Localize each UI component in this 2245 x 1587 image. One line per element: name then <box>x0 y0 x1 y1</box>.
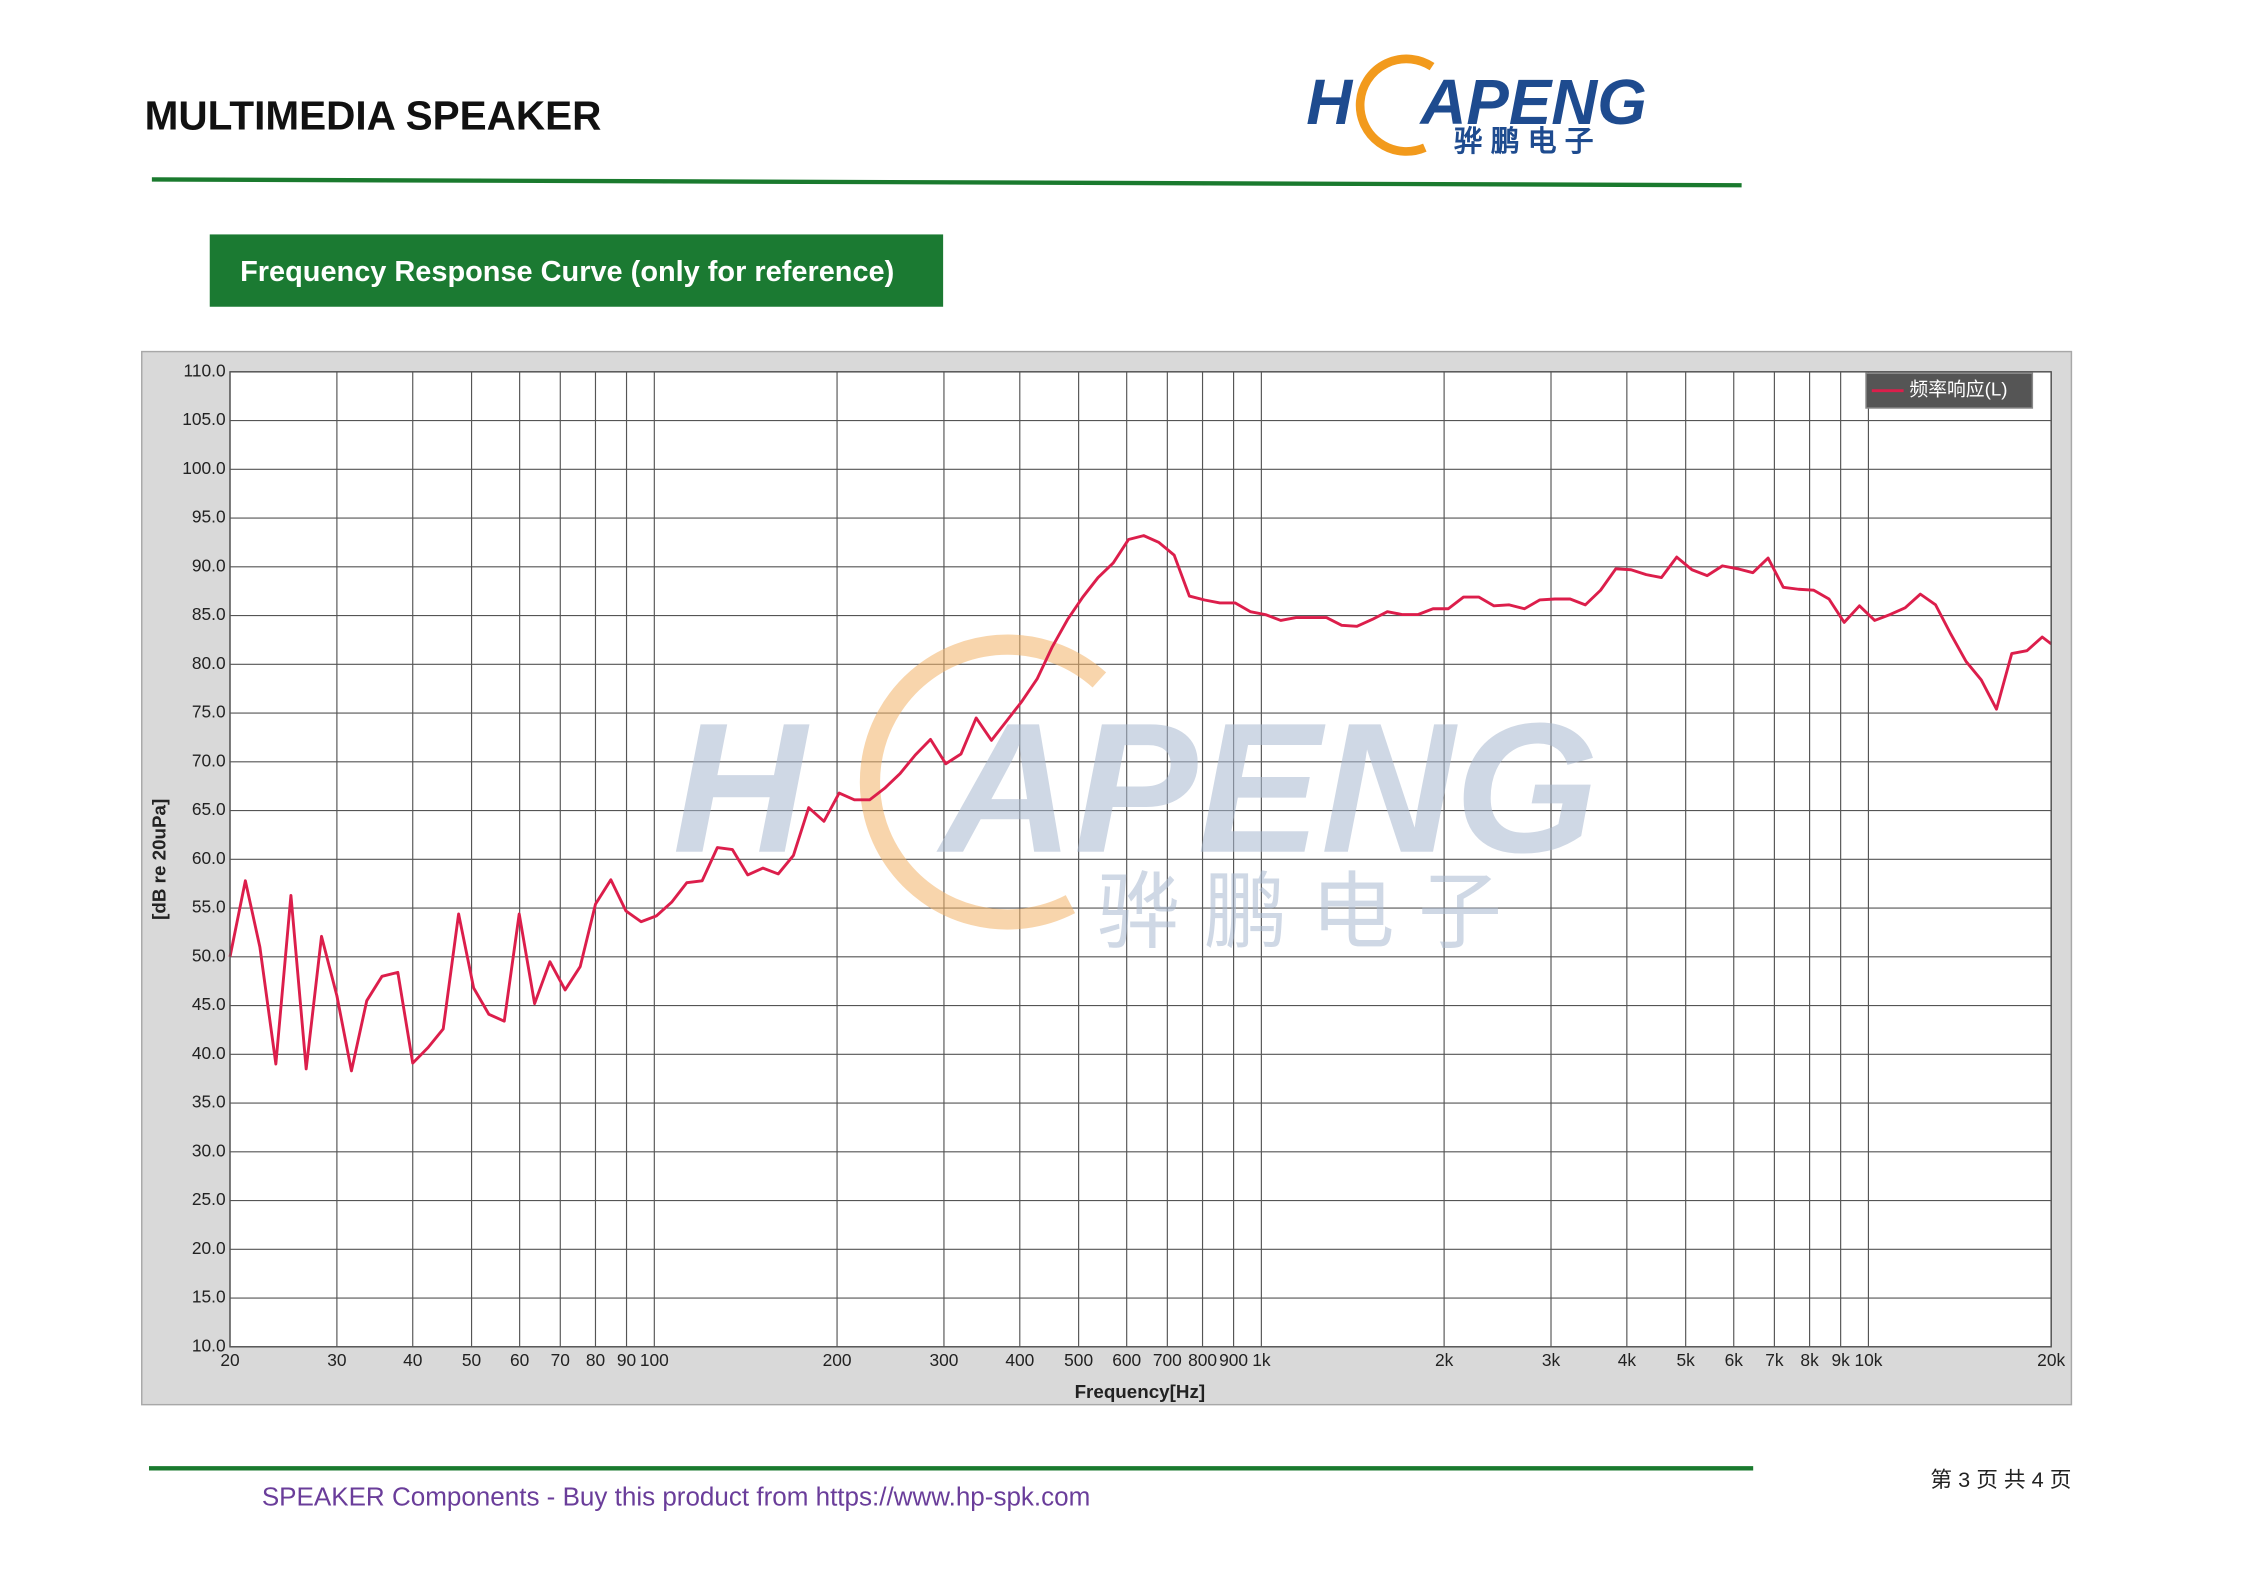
watermark-letters: APENG <box>936 685 1598 892</box>
logo-arc <box>1355 54 1435 156</box>
x-tick-label: 4k <box>1618 1350 1637 1370</box>
x-tick-label: 2k <box>1435 1350 1454 1370</box>
x-tick-label: 10k <box>1854 1350 1882 1370</box>
logo-letters: APENG <box>1418 67 1646 138</box>
header-rule <box>151 177 1742 188</box>
x-tick-label: 3k <box>1542 1350 1561 1370</box>
y-tick-label: 70.0 <box>192 750 226 770</box>
x-tick-label: 30 <box>327 1350 346 1370</box>
x-tick-label: 7k <box>1765 1350 1784 1370</box>
x-tick-label: 50 <box>462 1350 481 1370</box>
x-tick-label: 5k <box>1677 1350 1696 1370</box>
y-tick-label: 40.0 <box>192 1043 226 1063</box>
page-number: 第 3 页 共 4 页 <box>1930 1467 2071 1492</box>
x-tick-label: 9k <box>1831 1350 1850 1370</box>
logo-letter: H <box>1306 67 1354 138</box>
y-tick-label: 35.0 <box>192 1092 226 1112</box>
x-tick-label: 60 <box>510 1350 529 1370</box>
watermark-chinese: 骅 鹏 电 子 <box>1096 865 1501 959</box>
x-tick-label: 70 <box>551 1350 570 1370</box>
y-tick-label: 45.0 <box>192 994 226 1014</box>
x-tick-label: 700 <box>1153 1350 1182 1370</box>
x-tick-label: 6k <box>1725 1350 1744 1370</box>
logo: H APENG 骅 鹏 电 子 <box>1306 54 1647 158</box>
grid <box>229 371 2052 1348</box>
x-tick-label: 8k <box>1800 1350 1819 1370</box>
x-tick-label: 80 <box>586 1350 605 1370</box>
y-tick-label: 55.0 <box>192 897 226 917</box>
y-tick-label: 25.0 <box>192 1189 226 1209</box>
x-tick-label: 300 <box>929 1350 958 1370</box>
y-tick-label: 60.0 <box>192 848 226 868</box>
y-axis-label: [dB re 20uPa] <box>149 799 170 920</box>
y-tick-label: 15.0 <box>192 1287 226 1307</box>
x-tick-label: 400 <box>1005 1350 1034 1370</box>
x-tick-label: 900 <box>1219 1350 1248 1370</box>
x-tick-label: 1k <box>1252 1350 1271 1370</box>
y-tick-label: 20.0 <box>192 1238 226 1258</box>
y-tick-label: 100.0 <box>182 458 225 478</box>
header-title: MULTIMEDIA SPEAKER <box>145 92 602 138</box>
y-tick-label: 105.0 <box>182 409 225 429</box>
y-tick-label: 10.0 <box>192 1335 226 1355</box>
y-tick-label: 80.0 <box>192 653 226 673</box>
y-tick-label: 95.0 <box>192 507 226 527</box>
section-banner <box>209 234 944 307</box>
y-tick-label: 75.0 <box>192 702 226 722</box>
logo-chinese: 骅 鹏 电 子 <box>1454 126 1594 158</box>
x-tick-label: 40 <box>403 1350 422 1370</box>
x-tick-label: 200 <box>823 1350 852 1370</box>
response-curve <box>228 534 2053 1073</box>
x-axis-label: Frequency[Hz] <box>1075 1381 1206 1402</box>
x-tick-label: 800 <box>1188 1350 1217 1370</box>
marks <box>228 534 2053 1073</box>
watermark: H APENG 骅 鹏 电 子 <box>673 634 1599 959</box>
x-tick-label: 20k <box>2037 1350 2065 1370</box>
x-tick-label: 500 <box>1064 1350 1093 1370</box>
footer-text: SPEAKER Components - Buy this product fr… <box>262 1482 1091 1512</box>
y-tick-label: 110.0 <box>184 360 226 380</box>
y-tick-label: 85.0 <box>192 604 226 624</box>
section-title: Frequency Response Curve (only for refer… <box>240 256 894 288</box>
legend-label: 频率响应(L) <box>1909 379 2007 400</box>
x-tick-label: 600 <box>1112 1350 1141 1370</box>
y-tick-label: 65.0 <box>192 799 226 819</box>
x-tick-label: 100 <box>640 1350 669 1370</box>
y-tick-label: 30.0 <box>192 1140 226 1160</box>
watermark-arc <box>859 634 1107 930</box>
watermark-letter: H <box>673 685 810 892</box>
y-tick-label: 90.0 <box>192 555 226 575</box>
x-tick-label: 90 <box>617 1350 636 1370</box>
y-tick-label: 50.0 <box>192 945 226 965</box>
plot-border <box>229 371 2052 1348</box>
x-tick-label: 20 <box>220 1350 239 1370</box>
